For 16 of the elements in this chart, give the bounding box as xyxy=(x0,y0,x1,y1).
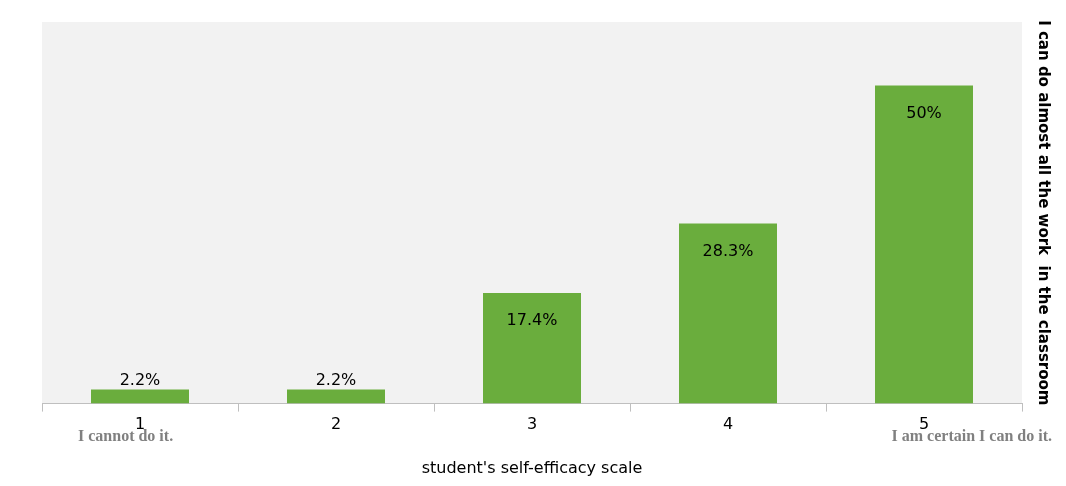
x-axis-title: student's self-efficacy scale xyxy=(421,457,643,477)
data-label: 17.4% xyxy=(506,310,558,330)
bar xyxy=(483,292,581,404)
data-label: 2.2% xyxy=(315,369,357,389)
bar xyxy=(875,85,973,404)
x-tick-label: 3 xyxy=(526,414,538,434)
x-tick-label: 4 xyxy=(722,414,734,434)
x-tick-label: 2 xyxy=(330,414,342,434)
x-tick-label: 5 xyxy=(918,414,930,434)
bar xyxy=(91,389,189,404)
y-axis-title: I can do almost all the work in the classroom xyxy=(1035,20,1054,406)
data-label: 50% xyxy=(906,102,942,122)
bar xyxy=(287,389,385,404)
bar xyxy=(679,223,777,404)
data-label: 2.2% xyxy=(119,369,161,389)
data-label: 28.3% xyxy=(702,240,754,260)
